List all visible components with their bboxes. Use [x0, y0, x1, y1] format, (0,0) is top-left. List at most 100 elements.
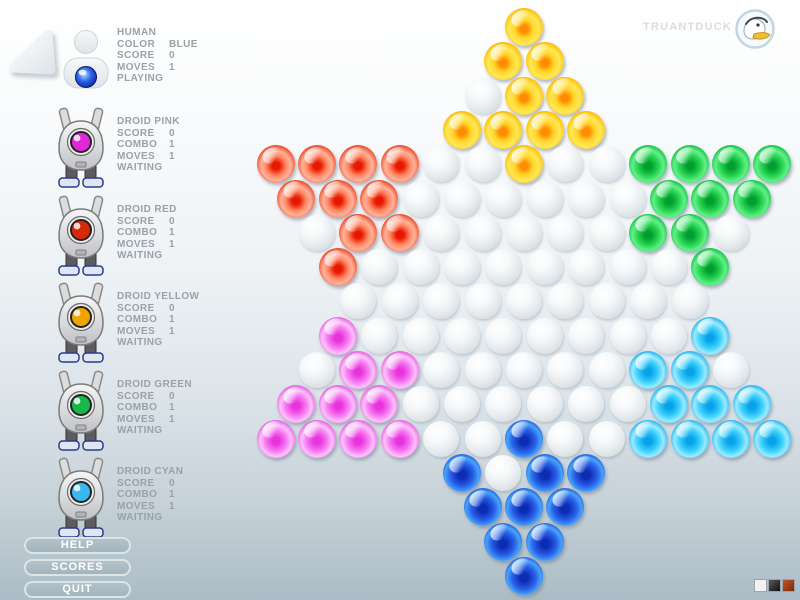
- marble-red[interactable]: [380, 145, 419, 184]
- board-hole[interactable]: [588, 146, 625, 183]
- board-hole[interactable]: [506, 214, 542, 251]
- theme-swatch-white[interactable]: [754, 579, 767, 592]
- board-hole[interactable]: [485, 317, 522, 354]
- board-hole[interactable]: [588, 283, 625, 320]
- back-button[interactable]: [6, 28, 64, 82]
- marble-red[interactable]: [339, 213, 378, 252]
- marble-cyan[interactable]: [712, 419, 750, 458]
- board-hole[interactable]: [506, 352, 542, 388]
- board-hole[interactable]: [402, 317, 439, 354]
- board-hole[interactable]: [485, 249, 522, 286]
- board-hole[interactable]: [443, 180, 480, 217]
- board-hole[interactable]: [713, 352, 749, 388]
- board-hole[interactable]: [547, 283, 584, 320]
- marble-cyan[interactable]: [691, 385, 730, 424]
- board-hole[interactable]: [671, 283, 708, 320]
- marble-yellow[interactable]: [484, 42, 523, 81]
- board-hole[interactable]: [547, 352, 584, 388]
- board-hole[interactable]: [568, 317, 605, 354]
- board-hole[interactable]: [381, 283, 418, 320]
- board-hole[interactable]: [547, 146, 584, 183]
- board-hole[interactable]: [402, 180, 439, 217]
- marble-yellow[interactable]: [505, 145, 543, 184]
- marble-cyan[interactable]: [649, 385, 688, 424]
- marble-blue[interactable]: [505, 419, 543, 458]
- board-hole[interactable]: [650, 317, 687, 354]
- board-hole[interactable]: [713, 214, 749, 251]
- marble-green[interactable]: [649, 179, 688, 218]
- board-hole[interactable]: [464, 420, 501, 457]
- marble-yellow[interactable]: [525, 42, 564, 81]
- marble-yellow[interactable]: [525, 110, 564, 149]
- board-hole[interactable]: [526, 180, 563, 217]
- board-hole[interactable]: [464, 283, 501, 320]
- marble-cyan[interactable]: [691, 316, 730, 355]
- board-hole[interactable]: [340, 283, 377, 320]
- marble-green[interactable]: [732, 179, 771, 218]
- marble-pink[interactable]: [360, 385, 399, 424]
- board-hole[interactable]: [650, 249, 687, 286]
- board-hole[interactable]: [588, 214, 625, 251]
- marble-red[interactable]: [380, 213, 419, 252]
- marble-cyan[interactable]: [629, 419, 668, 458]
- board-hole[interactable]: [464, 352, 501, 388]
- marble-yellow[interactable]: [567, 110, 606, 149]
- marble-cyan[interactable]: [629, 351, 668, 389]
- marble-blue[interactable]: [525, 522, 564, 561]
- marble-yellow[interactable]: [484, 110, 523, 149]
- board-hole[interactable]: [485, 180, 522, 217]
- marble-pink[interactable]: [256, 419, 295, 458]
- board-hole[interactable]: [588, 352, 625, 388]
- marble-green[interactable]: [629, 213, 668, 252]
- marble-yellow[interactable]: [505, 8, 543, 46]
- board-hole[interactable]: [568, 249, 605, 286]
- quit-button[interactable]: QUIT: [24, 581, 131, 598]
- board-hole[interactable]: [609, 180, 646, 217]
- marble-blue[interactable]: [525, 453, 564, 492]
- board-hole[interactable]: [609, 249, 646, 286]
- marble-pink[interactable]: [380, 419, 419, 458]
- marble-green[interactable]: [670, 213, 709, 252]
- marble-pink[interactable]: [318, 385, 357, 424]
- board-hole[interactable]: [423, 420, 460, 457]
- board-hole[interactable]: [361, 249, 398, 286]
- marble-pink[interactable]: [339, 351, 378, 389]
- board-hole[interactable]: [402, 386, 439, 423]
- marble-cyan[interactable]: [753, 419, 792, 458]
- marble-green[interactable]: [691, 248, 730, 287]
- board-hole[interactable]: [423, 283, 460, 320]
- board-hole[interactable]: [299, 214, 335, 251]
- board-hole[interactable]: [299, 352, 335, 388]
- board-hole[interactable]: [443, 317, 480, 354]
- marble-green[interactable]: [691, 179, 730, 218]
- board-hole[interactable]: [588, 420, 625, 457]
- board-hole[interactable]: [423, 352, 460, 388]
- marble-red[interactable]: [277, 179, 316, 218]
- marble-blue[interactable]: [505, 488, 543, 527]
- marble-blue[interactable]: [505, 556, 543, 595]
- marble-red[interactable]: [360, 179, 399, 218]
- marble-red[interactable]: [318, 248, 357, 287]
- marble-pink[interactable]: [339, 419, 378, 458]
- marble-pink[interactable]: [380, 351, 419, 389]
- board-hole[interactable]: [526, 249, 563, 286]
- board-hole[interactable]: [547, 420, 584, 457]
- scores-button[interactable]: SCORES: [24, 559, 131, 576]
- board-hole[interactable]: [485, 386, 522, 423]
- board-hole[interactable]: [443, 249, 480, 286]
- marble-cyan[interactable]: [670, 419, 709, 458]
- marble-blue[interactable]: [463, 488, 502, 527]
- marble-pink[interactable]: [277, 385, 316, 424]
- marble-red[interactable]: [318, 179, 357, 218]
- theme-swatch-black[interactable]: [768, 579, 781, 592]
- board-hole[interactable]: [506, 283, 542, 320]
- marble-cyan[interactable]: [732, 385, 771, 424]
- marble-red[interactable]: [256, 145, 295, 184]
- marble-red[interactable]: [339, 145, 378, 184]
- board-hole[interactable]: [402, 249, 439, 286]
- board-hole[interactable]: [464, 214, 501, 251]
- marble-pink[interactable]: [318, 316, 357, 355]
- marble-green[interactable]: [753, 145, 792, 184]
- board-hole[interactable]: [443, 386, 480, 423]
- board-hole[interactable]: [630, 283, 667, 320]
